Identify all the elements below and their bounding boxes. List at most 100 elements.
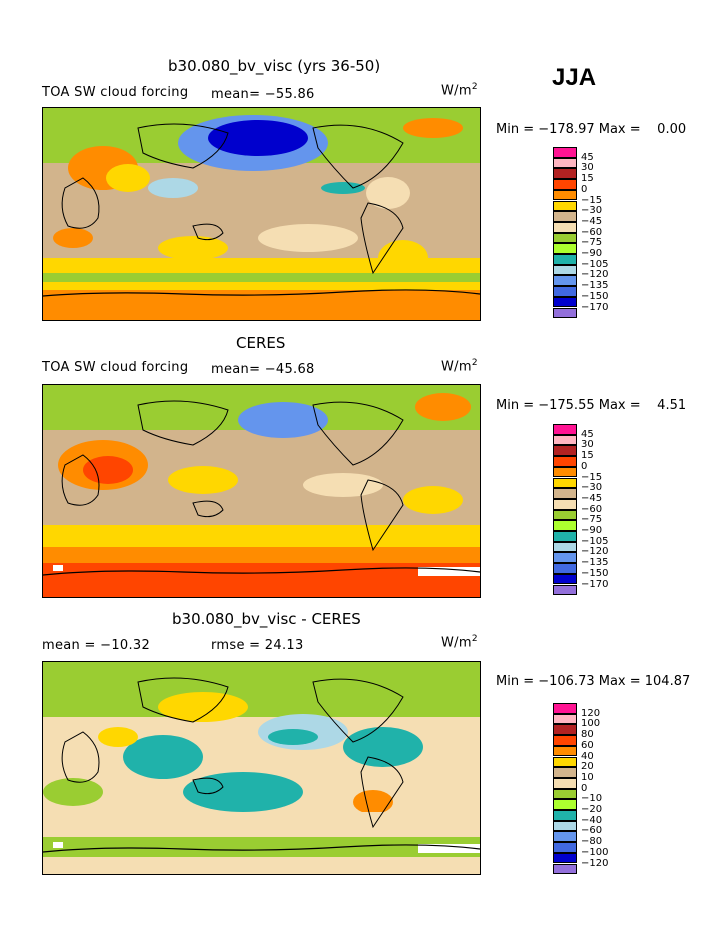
- units-base: W/m: [441, 83, 472, 99]
- units-label: W/m2: [441, 358, 478, 374]
- colorbar-tick-label: −90: [581, 525, 603, 536]
- units-exp: 2: [471, 358, 478, 368]
- field-label: TOA SW cloud forcing: [42, 360, 189, 375]
- colorbar-swatch: [553, 275, 577, 287]
- panel-title: b30.080_bv_visc (yrs 36-50): [168, 57, 381, 75]
- colorbar-tick-label: −10: [581, 793, 603, 805]
- colorbar-swatch: [553, 434, 577, 446]
- diff-panel: b30.080_bv_visc - CERES mean = −10.32 rm…: [0, 0, 723, 875]
- colorbar-tick-label: 40: [581, 750, 594, 762]
- colorbar-swatch: [553, 863, 577, 875]
- colorbar-tick-label: −105: [581, 535, 609, 547]
- colorbar-swatch: [553, 541, 577, 553]
- field-label: TOA SW cloud forcing: [42, 85, 189, 100]
- colorbar-swatch: [553, 254, 577, 265]
- colorbar-tick-label: −75: [581, 237, 603, 249]
- units-exp: 2: [471, 82, 478, 92]
- colorbar-swatch: [553, 147, 577, 158]
- colorbar-swatch: [553, 777, 577, 789]
- season-label: JJA: [552, 64, 597, 91]
- colorbar-tick-label: −20: [581, 804, 603, 815]
- colorbar-tick-label: −45: [581, 215, 603, 227]
- colorbar-swatch: [553, 243, 577, 254]
- colorbar-tick-label: −120: [581, 857, 609, 869]
- colorbar-tick-label: 15: [581, 450, 594, 462]
- colorbar-tick-label: 60: [581, 739, 594, 751]
- colorbar-swatch: [553, 445, 577, 457]
- colorbar-tick-label: −15: [581, 194, 603, 206]
- colorbar-tick-label: −30: [581, 482, 603, 494]
- colorbar-tick-label: −90: [581, 248, 603, 259]
- colorbar-tick-label: 10: [581, 771, 594, 783]
- colorbar-swatch: [553, 488, 577, 499]
- colorbar-swatch: [553, 552, 577, 564]
- colorbar-tick-label: 0: [581, 183, 588, 195]
- colorbar-swatch: [553, 498, 577, 510]
- units-exp: 2: [471, 634, 478, 644]
- units-label: W/m2: [441, 82, 478, 98]
- colorbar-swatch: [553, 509, 577, 521]
- colorbar-tick-label: −40: [581, 814, 603, 826]
- colorbar-swatch: [553, 724, 577, 736]
- mean-label: mean = −10.32: [42, 638, 151, 653]
- colorbar-swatch: [553, 852, 577, 864]
- map-plot: [42, 661, 481, 875]
- colorbar-swatch: [553, 842, 577, 853]
- colorbar-swatch: [553, 584, 577, 596]
- colorbar-tick-label: 100: [581, 718, 601, 730]
- colorbar-swatch: [553, 232, 577, 244]
- colorbar-swatch: [553, 286, 577, 297]
- units-base: W/m: [441, 359, 472, 375]
- colorbar-tick-label: −170: [581, 578, 609, 590]
- colorbar-tick-label: −45: [581, 492, 603, 504]
- colorbar-swatch: [553, 211, 577, 222]
- colorbar-tick-label: −150: [581, 567, 609, 579]
- mean-label: mean= −45.68: [211, 362, 315, 377]
- min-max-label: Min = −106.73 Max = 104.87: [496, 674, 691, 689]
- colorbar-tick-label: 30: [581, 439, 594, 451]
- colorbar-swatch: [553, 307, 577, 319]
- colorbar-tick-label: −105: [581, 258, 609, 270]
- panel-title: b30.080_bv_visc - CERES: [172, 610, 361, 628]
- panel-title: CERES: [236, 334, 286, 352]
- colorbar-swatch: [553, 179, 577, 190]
- colorbar-tick-label: −170: [581, 301, 609, 313]
- colorbar-swatch: [553, 296, 577, 308]
- map-plot: [42, 107, 481, 321]
- colorbar-swatch: [553, 767, 577, 778]
- colorbar-swatch: [553, 831, 577, 843]
- min-max-label: Min = −175.55 Max = 4.51: [496, 398, 687, 413]
- map-field: [43, 385, 480, 597]
- colorbar-tick-label: −150: [581, 290, 609, 302]
- colorbar-swatch: [553, 810, 577, 821]
- units-base: W/m: [441, 635, 472, 651]
- min-max-label: Min = −178.97 Max = 0.00: [496, 122, 687, 137]
- colorbar-swatch: [553, 466, 577, 478]
- colorbar-tick-label: −80: [581, 836, 603, 848]
- colorbar-swatch: [553, 189, 577, 201]
- colorbar-tick-label: −75: [581, 514, 603, 526]
- colorbar-tick-label: −60: [581, 503, 603, 515]
- map-plot: [42, 384, 481, 598]
- colorbar-swatch: [553, 157, 577, 169]
- colorbar-tick-label: −120: [581, 269, 609, 281]
- colorbar-swatch: [553, 820, 577, 832]
- obs-panel: CERES TOA SW cloud forcing mean= −45.68 …: [0, 0, 723, 598]
- colorbar-tick-label: −60: [581, 226, 603, 238]
- colorbar-tick-label: −100: [581, 846, 609, 858]
- colorbar-swatch: [553, 520, 577, 531]
- colorbar-tick-label: 30: [581, 162, 594, 174]
- colorbar-tick-label: 120: [581, 707, 601, 719]
- colorbar-swatch: [553, 788, 577, 800]
- colorbar-tick-label: −135: [581, 557, 609, 569]
- map-field: [43, 108, 480, 320]
- colorbar-swatch: [553, 573, 577, 585]
- colorbar-tick-label: 0: [581, 460, 588, 472]
- colorbar-swatch: [553, 735, 577, 746]
- colorbar-tick-label: 45: [581, 151, 594, 163]
- colorbar-tick-label: −15: [581, 471, 603, 483]
- colorbar-tick-label: −135: [581, 280, 609, 292]
- colorbar-swatch: [553, 703, 577, 714]
- colorbar-swatch: [553, 713, 577, 725]
- colorbar-tick-label: 80: [581, 729, 594, 741]
